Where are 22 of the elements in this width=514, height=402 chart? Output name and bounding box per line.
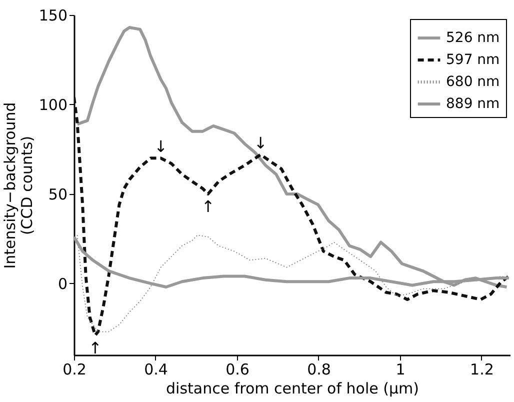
y-tick-label: 100: [38, 96, 68, 114]
annotation: ↓: [254, 134, 268, 153]
legend-label: 526 nm: [446, 30, 500, 46]
x-axis-title: distance from center of hole (μm): [166, 380, 419, 398]
x-tick-label: 1: [396, 360, 406, 378]
y-tick-label: 0: [58, 274, 68, 293]
legend-label: 680 nm: [446, 74, 500, 90]
annotation: ↓: [154, 137, 168, 156]
y-axis-title: Intensity−background (CCD counts): [0, 102, 36, 269]
y-tick-label: 50: [48, 185, 68, 204]
x-tick-label: 1.2: [470, 360, 494, 378]
legend-label: 889 nm: [446, 96, 500, 112]
x-tick-label: 0.2: [62, 360, 86, 378]
x-tick-label: 0.6: [226, 360, 250, 378]
x-tick-label: 0.4: [144, 360, 168, 378]
y-tick-label: 150: [38, 6, 68, 24]
line-series: [76, 26, 508, 288]
annotation: ↑: [201, 196, 215, 216]
annotation: ↑: [88, 338, 102, 358]
line-series: [74, 96, 510, 337]
legend-label: 597 nm: [446, 52, 500, 68]
x-tick-label: 0.8: [307, 360, 331, 378]
